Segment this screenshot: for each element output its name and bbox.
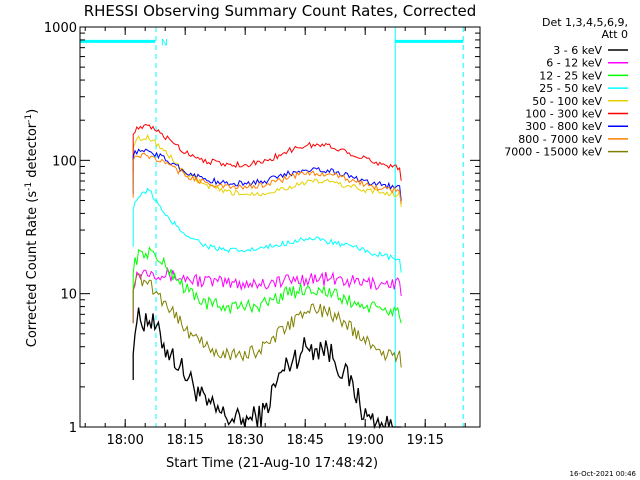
legend-label: 50 - 100 keV: [532, 95, 602, 108]
legend-label: 800 - 7000 keV: [518, 133, 602, 146]
series-line: [132, 307, 402, 430]
plot-frame: [79, 26, 481, 428]
x-tick-label: 18:00: [106, 433, 143, 448]
series-line: [132, 152, 402, 204]
x-tick-label: 18:45: [286, 433, 323, 448]
series-line: [132, 246, 402, 324]
y-axis-label-mid: detector: [25, 122, 40, 182]
legend-label: 7000 - 15000 keV: [504, 146, 602, 159]
y-axis-label-main: Corrected Count Rate (s: [25, 191, 40, 348]
legend-header-detectors: Det 1,3,4,5,6,9,: [542, 16, 628, 29]
y-axis-label-end: ): [25, 109, 40, 114]
legend-label: 100 - 300 keV: [525, 108, 602, 121]
legend-label: 25 - 50 keV: [539, 82, 602, 95]
legend-header-attenuator: Att 0: [602, 28, 628, 41]
series-line: [132, 148, 402, 201]
y-axis-label-sup-1: -1: [24, 182, 34, 191]
legend-label: 300 - 800 keV: [525, 120, 602, 133]
footer-timestamp: 16-Oct-2021 00:46: [570, 470, 637, 478]
y-tick-label: 10: [60, 288, 77, 303]
x-tick-label: 19:00: [346, 433, 383, 448]
y-tick-label: 1: [69, 421, 77, 436]
series-line: [132, 273, 402, 368]
y-tick-label: 1000: [44, 21, 77, 36]
x-tick-label: 19:15: [406, 433, 443, 448]
y-tick-label: 100: [52, 154, 77, 169]
x-axis-label: Start Time (21-Aug-10 17:48:42): [166, 456, 378, 471]
annotation-label: N: [161, 38, 168, 48]
y-axis-label-sup-2: -1: [24, 114, 34, 123]
x-tick-label: 18:30: [226, 433, 263, 448]
series-line: [132, 187, 402, 273]
plot-area: N 18:00 18:15 18:30 18:45 19:00 19:15 1 10 100 100…: [44, 21, 481, 448]
legend-label: 12 - 25 keV: [539, 69, 602, 82]
legend-label: 3 - 6 keV: [553, 44, 602, 57]
series-line: [132, 133, 402, 207]
y-axis-label: Corrected Count Rate (s-1 detector-1): [24, 109, 40, 347]
legend-label: 6 - 12 keV: [546, 57, 602, 70]
x-tick-label: 18:15: [166, 433, 203, 448]
chart-title: RHESSI Observing Summary Count Rates, Co…: [84, 2, 477, 20]
series-line: [132, 123, 402, 181]
